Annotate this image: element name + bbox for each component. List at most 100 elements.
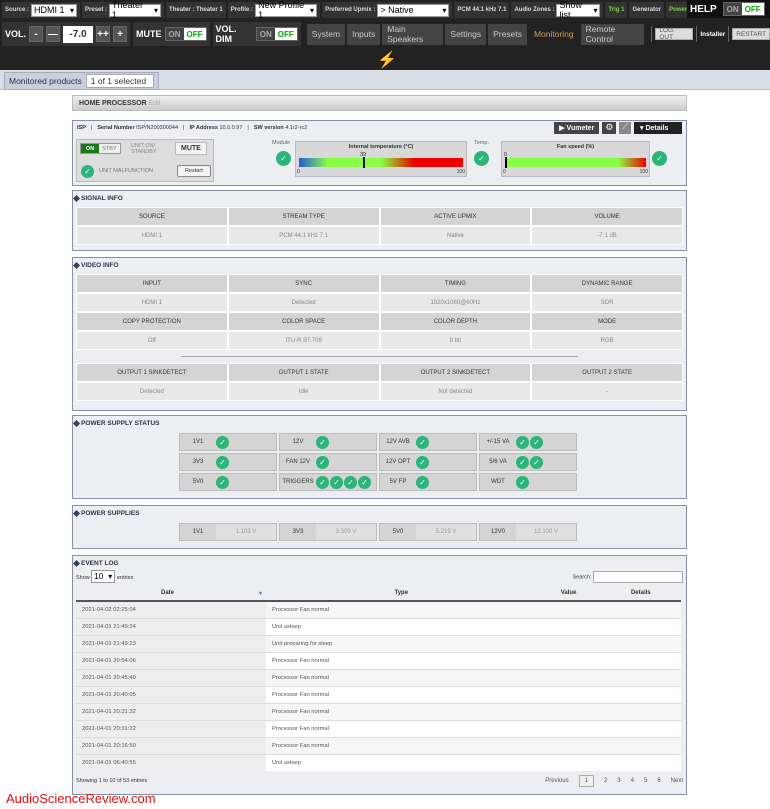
check-icon: ✓	[516, 435, 529, 449]
column-header: OUTPUT 1 SINKDETECT	[76, 363, 228, 382]
cell-date: 2021-04-01 21:49:24	[76, 617, 266, 635]
nav-remote-control[interactable]: Remote Control	[580, 23, 645, 45]
table-row[interactable]: 2021-04-01 20:54:06 Processor Fan normal	[76, 651, 681, 669]
top-bar: Source :HDMI 1 Preset :Theater 1 Theater…	[0, 0, 770, 70]
page-2-button[interactable]: 2	[603, 778, 608, 784]
table-row[interactable]: 2021-04-01 20:16:50 Processor Fan normal	[76, 736, 681, 754]
entries-select[interactable]: 10	[91, 570, 116, 583]
voldim-toggle[interactable]: ON OFF	[255, 27, 298, 41]
cell-value: 1920x1080@60Hz	[379, 293, 532, 312]
column-date[interactable]: Date ▾	[76, 586, 266, 602]
chart-icon[interactable]: ⟋	[619, 122, 631, 134]
help-toggle[interactable]: ON OFF	[722, 2, 765, 16]
column-value[interactable]: Value	[536, 586, 601, 602]
nav-inputs[interactable]: Inputs	[347, 23, 381, 45]
table-row[interactable]: 2021-04-01 21:49:23 Unit preparing for sl…	[76, 634, 681, 652]
edit-link[interactable]: Edit	[148, 100, 161, 107]
preset-select[interactable]: Theater 1	[109, 0, 162, 20]
vumeter-button[interactable]: ▶ Vumeter	[554, 122, 600, 134]
monitored-products-tab[interactable]: Monitored products 1 of 1 selected	[4, 72, 159, 90]
table-row[interactable]: 2021-04-01 21:49:24 Unit asleep	[76, 617, 681, 635]
page-1-button[interactable]: 1	[578, 775, 594, 787]
toggle-off: OFF	[274, 28, 297, 40]
zones-select[interactable]: Show list	[556, 0, 601, 20]
column-type[interactable]: Type	[266, 586, 537, 602]
previous-page-button[interactable]: Previous	[545, 778, 569, 784]
source-select[interactable]: HDMI 1	[31, 3, 78, 17]
nav-settings[interactable]: Settings	[445, 23, 487, 45]
fan-max: 100	[639, 169, 648, 175]
check-icon: ✓	[416, 435, 429, 449]
table-row[interactable]: 2021-04-01 20:40:05 Processor Fan normal	[76, 685, 681, 703]
gear-icon[interactable]: ⚙	[602, 122, 617, 134]
temp-max: 100	[456, 169, 465, 175]
volume-up-fast-button[interactable]: ++	[96, 26, 111, 42]
temp-title: Internal temperature (°C)	[348, 144, 414, 150]
temp-min: 0	[297, 169, 300, 175]
toggle-off: OFF	[741, 3, 764, 15]
nav-presets[interactable]: Presets	[488, 23, 527, 45]
cell-date: 2021-04-01 20:40:05	[76, 685, 266, 703]
profile-select[interactable]: New Profile 1	[255, 0, 318, 20]
details-button[interactable]: ▾ Details	[634, 122, 682, 134]
power-supply-status-title: POWER SUPPLY STATUS	[73, 416, 686, 427]
logout-button[interactable]: LOG. OUT	[655, 27, 694, 41]
check-icon: ✓	[216, 435, 229, 449]
table-row[interactable]: 2021-04-01 20:45:40 Processor Fan normal	[76, 668, 681, 686]
table-row[interactable]: 2021-04-01 20:31:22 Processor Fan normal	[76, 719, 681, 737]
mute-button[interactable]: MUTE	[175, 142, 207, 155]
cell-empty	[536, 617, 601, 635]
monitored-bar: Monitored products 1 of 1 selected	[0, 70, 770, 90]
check-icon: ✓	[516, 455, 529, 469]
toggle-off: OFF	[183, 28, 206, 40]
page-3-button[interactable]: 3	[617, 778, 621, 784]
upmix-select[interactable]: > Native	[377, 3, 450, 17]
show-label: Show	[76, 575, 90, 581]
check-icon: ✓	[316, 455, 329, 469]
cell-empty	[600, 634, 681, 652]
cell-type: Unit asleep	[266, 617, 537, 635]
signal-info-panel: SIGNAL INFO SOURCE STREAM TYPE ACTIVE UPMI…	[72, 190, 687, 251]
page-4-button[interactable]: 4	[630, 778, 634, 784]
power-supplies-panel: POWER SUPPLIES 1V1 1.103 V 3V3 3.309 V 5V0 5.…	[72, 505, 687, 549]
psu-label: 12V OPT	[385, 459, 411, 465]
psu-label: 5V FP	[389, 479, 407, 485]
volume-input[interactable]: -7.0	[63, 25, 94, 43]
table-row[interactable]: 2021-04-02 02:25:04 Processor Fan normal	[76, 600, 681, 618]
psu-label: 5V0	[392, 529, 404, 535]
psu-value: 1.103 V	[216, 524, 276, 540]
nav-system[interactable]: System	[306, 23, 346, 45]
cell-type: Processor Fan normal	[266, 702, 537, 720]
cell-empty	[600, 600, 681, 618]
next-page-button[interactable]: Next	[670, 778, 683, 784]
power-indicator: Power	[666, 2, 691, 18]
restart-button[interactable]: RESTART	[732, 28, 770, 40]
product-selector[interactable]: 1 of 1 selected	[85, 74, 154, 88]
cell-value: -	[531, 382, 683, 401]
nav-monitoring[interactable]: Monitoring	[528, 23, 579, 45]
power-toggle[interactable]: ON STBY	[80, 143, 121, 154]
restart-unit-button[interactable]: Restart	[177, 165, 211, 177]
column-details[interactable]: Details	[600, 586, 681, 602]
cell-type: Processor Fan normal	[266, 600, 537, 618]
table-row[interactable]: 2021-04-01 06:40:55 Unit asleep	[76, 753, 681, 771]
fan-title: Fan speed (%)	[556, 144, 595, 150]
column-header: SYNC	[227, 274, 380, 293]
mute-toggle[interactable]: ON OFF	[164, 27, 207, 41]
page-6-button[interactable]: 6	[657, 778, 661, 784]
cell-empty	[536, 719, 601, 737]
check-icon: ✓	[416, 475, 429, 489]
sort-desc-icon: ▾	[258, 590, 262, 597]
column-header: OUTPUT 2 SINKDETECT	[379, 363, 532, 382]
page-5-button[interactable]: 5	[643, 778, 648, 784]
serial-value: ISP/N200300044	[136, 125, 179, 131]
search-input[interactable]	[593, 570, 683, 583]
table-row[interactable]: 2021-04-01 20:31:32 Processor Fan normal	[76, 702, 681, 720]
stream-label: PCM 44.1 kHz 7.1	[454, 2, 510, 18]
power-supply-status-panel: POWER SUPPLY STATUS 1V1 ✓ 12V ✓ 12V AVB ✓ +/-1…	[72, 415, 687, 499]
check-icon: ✓	[530, 435, 543, 449]
nav-main-speakers[interactable]: Main Speakers	[382, 23, 444, 45]
volume-down-button[interactable]: -	[29, 26, 44, 42]
volume-down-fast-button[interactable]: —	[46, 26, 61, 42]
volume-up-button[interactable]: +	[113, 26, 128, 42]
